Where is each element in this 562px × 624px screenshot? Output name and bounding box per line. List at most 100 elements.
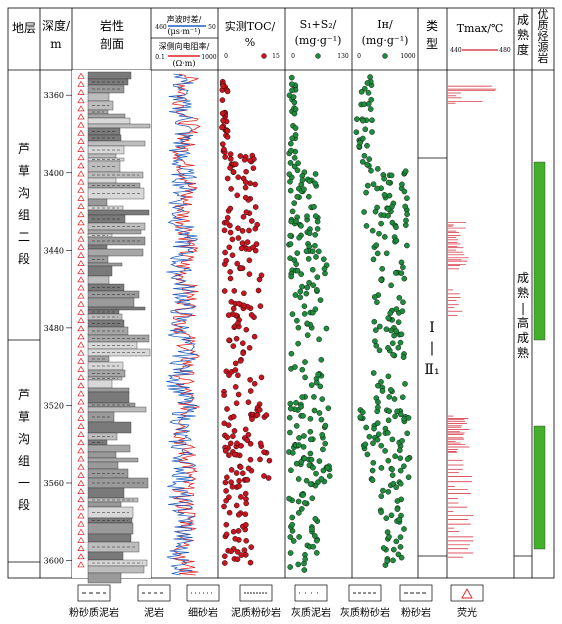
header-s1s2-max: 130 <box>337 53 349 60</box>
toc-point <box>243 209 250 215</box>
stratum-char: 组 <box>18 454 30 468</box>
ih-point <box>404 456 411 462</box>
legend-swatch <box>450 584 484 602</box>
toc-point <box>227 151 234 157</box>
s1s2-point <box>306 279 312 286</box>
toc-point <box>248 218 255 224</box>
toc-point <box>235 372 241 379</box>
s1s2-point <box>287 405 294 412</box>
ih-point <box>359 135 366 142</box>
fluorescence-mark <box>77 300 85 307</box>
lith-bed <box>87 387 130 393</box>
toc-point <box>229 483 236 490</box>
s1s2-point <box>295 561 302 568</box>
s1s2-point <box>310 464 316 471</box>
ih-point <box>386 408 392 414</box>
s1s2-point <box>287 550 294 556</box>
s1s2-point <box>296 234 302 241</box>
ih-point <box>364 451 371 458</box>
lith-bed <box>87 421 132 434</box>
fluorescence-mark <box>77 390 85 397</box>
ih-point <box>366 156 373 162</box>
header-ih-max: 1000 <box>400 53 415 60</box>
ih-point <box>385 206 391 212</box>
s1s2-point <box>289 208 296 215</box>
toc-point <box>228 467 235 473</box>
ih-point <box>376 323 383 330</box>
ih-point <box>402 222 409 228</box>
s1s2-point <box>313 379 320 386</box>
stratum-char: 段 <box>18 251 30 266</box>
maturity-char: 熟 <box>517 285 529 300</box>
lith-bed <box>87 153 117 159</box>
ih-point <box>361 209 367 215</box>
depth-tick-label: 3440 <box>44 246 64 255</box>
header-resistivity-unit: (Ω·m) <box>172 59 195 68</box>
toc-point <box>251 380 258 387</box>
s1s2-point <box>316 410 323 416</box>
fluorescence-mark <box>77 504 85 511</box>
ih-point <box>396 516 403 523</box>
s1s2-point <box>291 200 298 206</box>
s1s2-point <box>326 473 333 479</box>
ih-point <box>397 455 404 462</box>
s1s2-point <box>312 180 318 187</box>
depth-tick-label: 3400 <box>44 169 64 178</box>
s1s2-point <box>316 336 322 343</box>
toc-point <box>232 384 239 390</box>
toc-point <box>222 479 229 486</box>
toc-point <box>245 399 252 406</box>
ih-point <box>376 230 382 237</box>
lith-bed <box>87 306 146 311</box>
s1s2-point <box>299 394 306 400</box>
header-tmax-min: 440 <box>450 47 462 54</box>
s1s2-point <box>313 550 320 556</box>
s1s2-point <box>306 230 313 237</box>
s1s2-point <box>291 163 298 170</box>
ih-point <box>363 424 370 431</box>
s1s2-point <box>322 422 329 429</box>
ih-point <box>385 179 392 186</box>
s1s2-point <box>301 567 308 573</box>
fluorescence-mark <box>77 447 85 454</box>
s1s2-point <box>311 407 318 414</box>
s1s2-point <box>296 442 302 448</box>
maturity-label: 成熟|高成熟 <box>517 271 529 360</box>
ih-point <box>360 117 366 124</box>
s1s2-point <box>294 193 301 200</box>
toc-point <box>221 392 227 399</box>
maturity-char: 熟 <box>517 345 529 360</box>
toc-point <box>265 475 272 481</box>
headers: 地层 深度/ m 岩性 剖面 声波时差/ (μs·m⁻¹) 460 50 深侧向… <box>12 14 511 68</box>
lith-bed <box>87 71 132 80</box>
s1s2-point <box>318 416 325 423</box>
toc-point <box>238 245 245 252</box>
s1s2-point <box>286 414 293 421</box>
ih-point <box>389 436 396 443</box>
fluorescence-mark <box>77 202 85 209</box>
lith-bed <box>87 222 146 231</box>
toc-point <box>250 165 257 171</box>
s1s2-points <box>286 74 333 573</box>
toc-point <box>224 406 230 412</box>
ih-point <box>384 429 391 436</box>
toc-point <box>258 374 265 381</box>
type-label: Ⅰ | Ⅱ₁ <box>424 320 439 378</box>
toc-point <box>242 184 249 191</box>
ih-point <box>392 413 398 420</box>
toc-point <box>228 548 234 555</box>
ih-point <box>375 431 382 438</box>
fluorescence-mark <box>77 292 85 299</box>
ih-point <box>398 270 405 276</box>
lith-bed <box>87 533 132 543</box>
fluorescence-mark <box>77 487 85 494</box>
resistivity-curve <box>171 73 201 576</box>
s1s2-point <box>296 534 302 540</box>
toc-point <box>239 470 246 477</box>
toc-point <box>263 412 270 418</box>
lith-bed <box>87 275 110 285</box>
s1s2-point <box>311 203 317 210</box>
toc-points <box>219 78 273 566</box>
s1s2-point <box>310 282 317 289</box>
toc-point <box>257 440 264 447</box>
